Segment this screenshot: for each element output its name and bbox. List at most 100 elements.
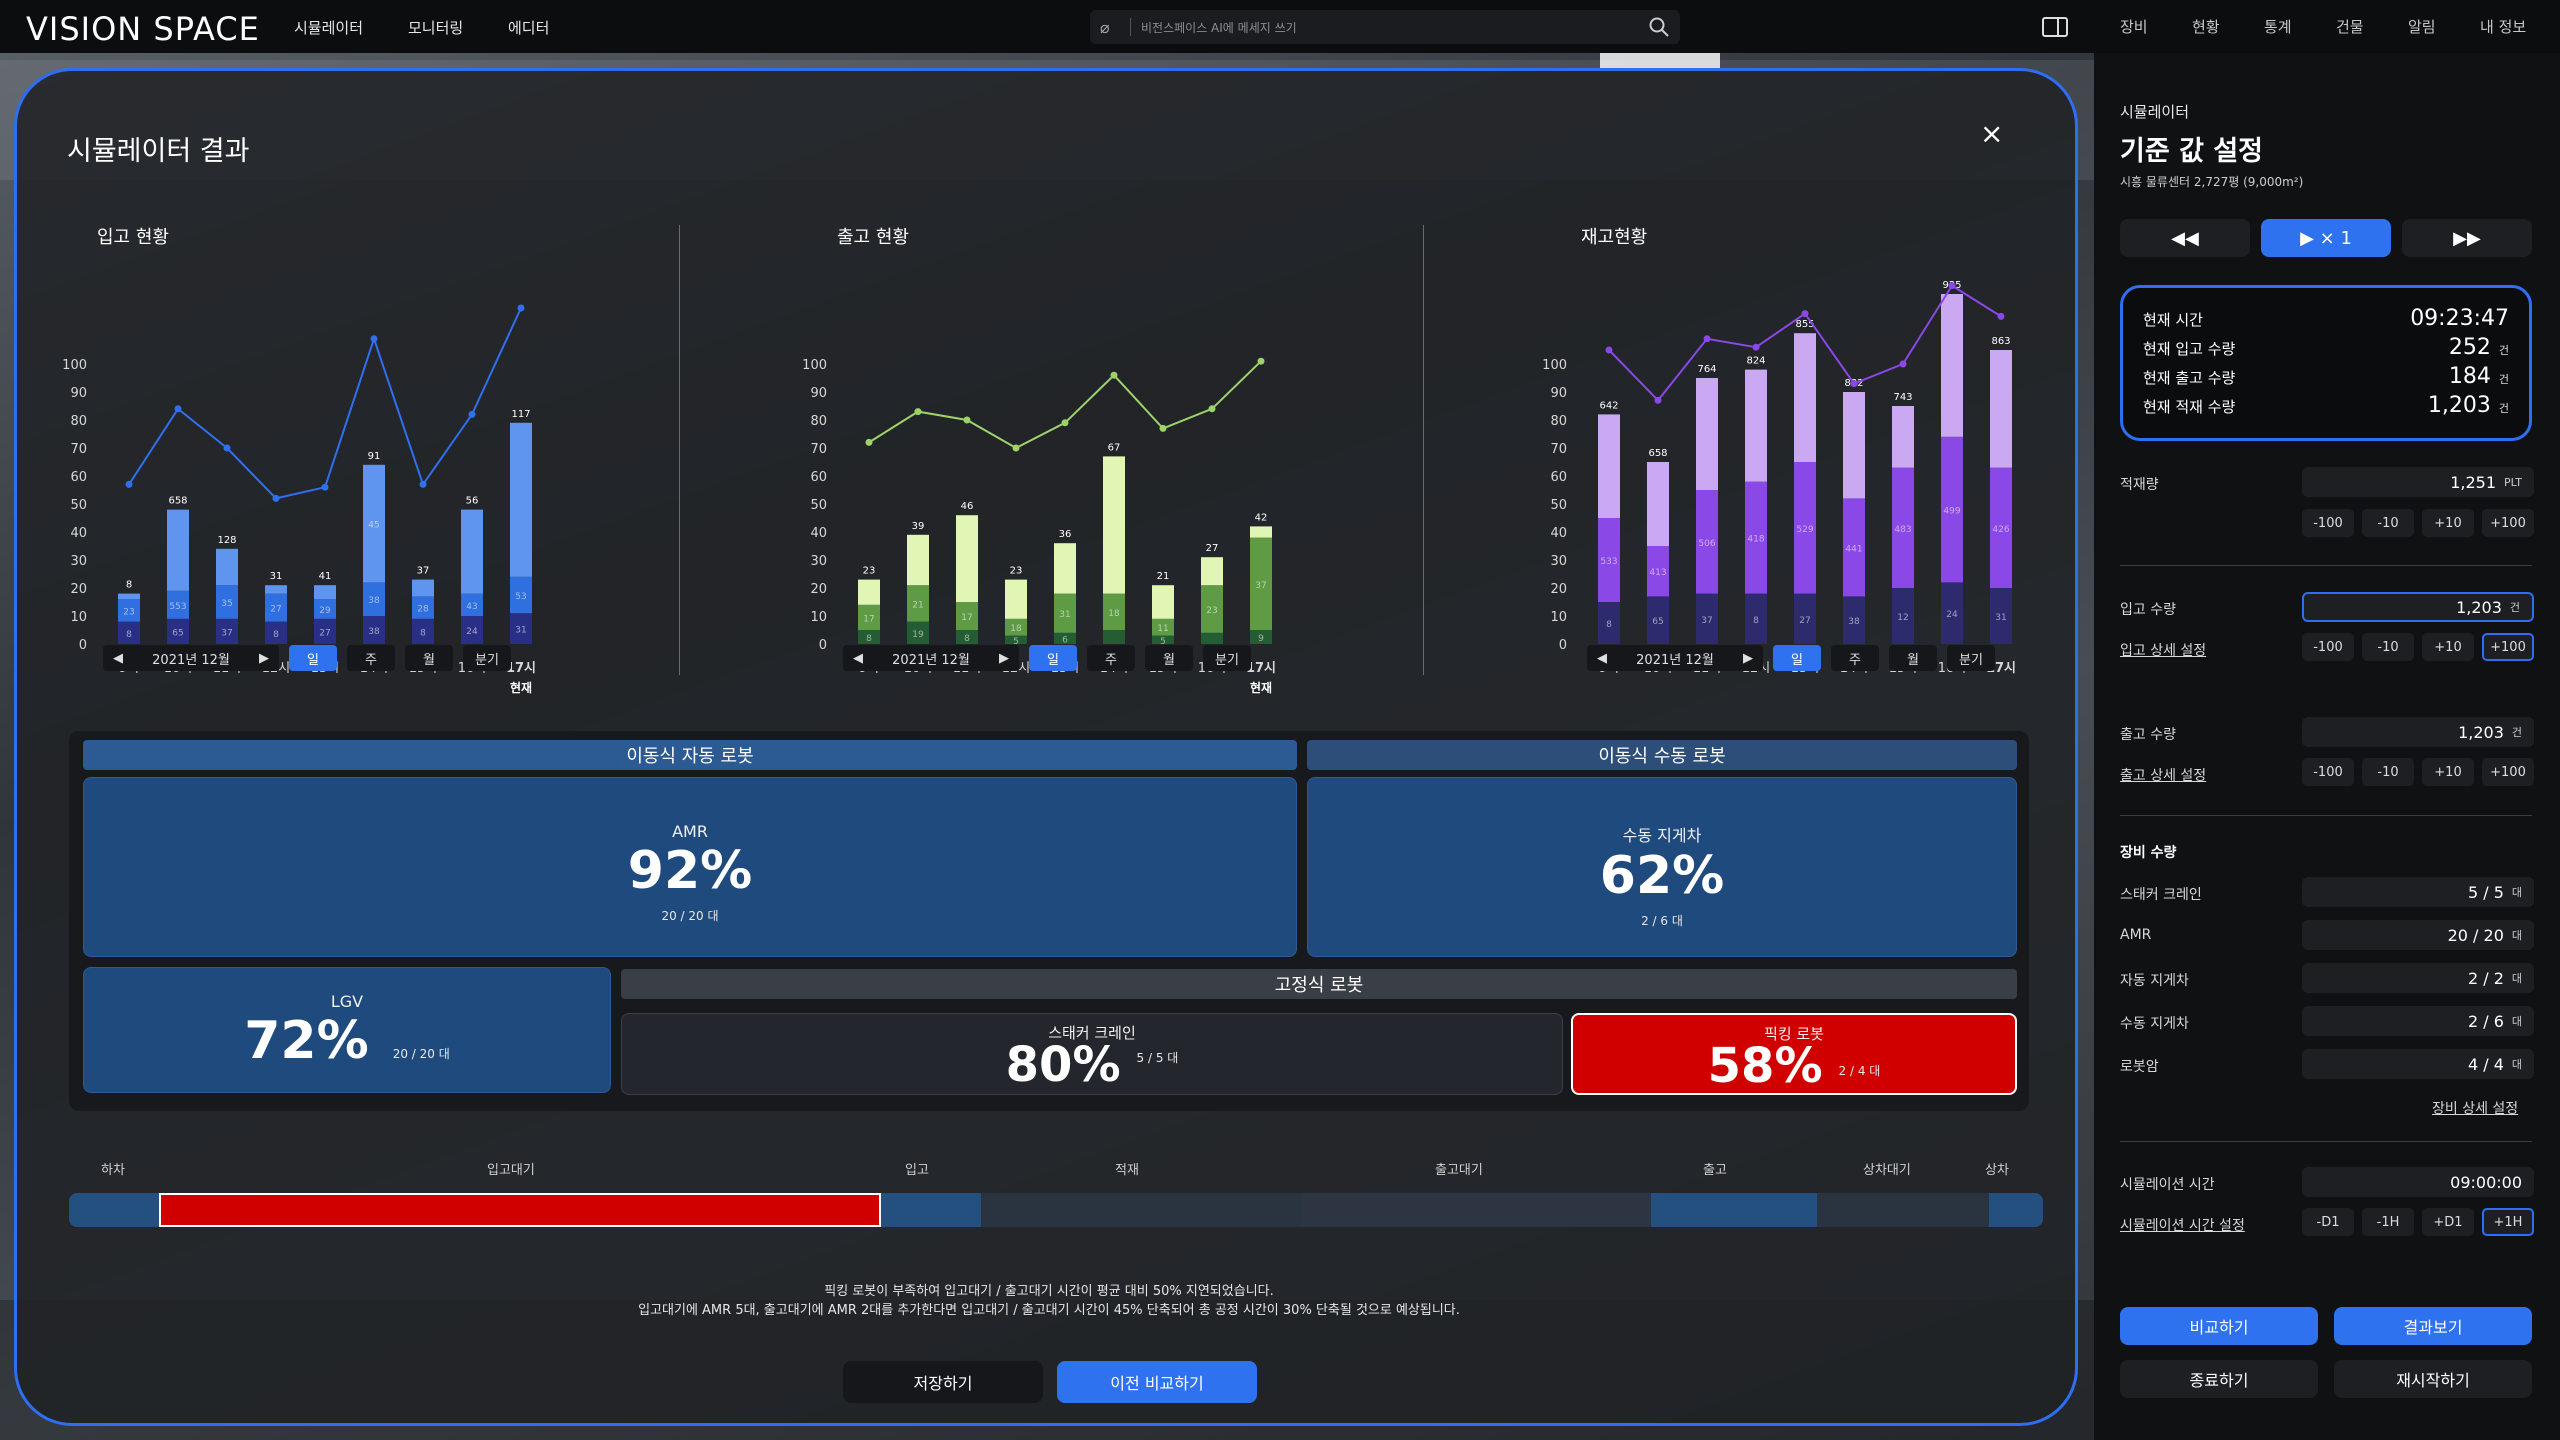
view-result-button[interactable]: 결과보기: [2334, 1307, 2532, 1345]
date-selector[interactable]: ◀ 2021년 12월 ▶: [103, 645, 279, 671]
nav-editor[interactable]: 에디터: [508, 19, 550, 37]
prev-arrow-icon[interactable]: ◀: [853, 650, 863, 666]
period-quarter-button[interactable]: 분기: [463, 645, 511, 671]
period-week-button[interactable]: 주: [1831, 645, 1879, 671]
inbound-chart-title: 입고 현황: [97, 227, 169, 248]
bar-segment: [1647, 546, 1669, 597]
period-week-button[interactable]: 주: [347, 645, 395, 671]
period-quarter-button[interactable]: 분기: [1203, 645, 1251, 671]
nav-simulator[interactable]: 시뮬레이터: [294, 19, 364, 37]
play-speed-button[interactable]: ▶ × 1: [2261, 219, 2391, 257]
date-selector[interactable]: ◀ 2021년 12월 ▶: [1587, 645, 1763, 671]
nav-my-info[interactable]: 내 정보: [2480, 18, 2527, 36]
next-arrow-icon[interactable]: ▶: [259, 650, 269, 666]
nav-status[interactable]: 현황: [2192, 18, 2220, 36]
plus-100-button[interactable]: +100: [2482, 633, 2534, 661]
bar-segment: [363, 582, 385, 616]
prev-arrow-icon[interactable]: ◀: [1597, 650, 1607, 666]
sim-time-detail-link[interactable]: 시뮬레이션 시간 설정: [2120, 1218, 2245, 1234]
bar-segment: [1201, 557, 1223, 586]
compare-previous-button[interactable]: 이전 비교하기: [1057, 1361, 1257, 1403]
equip-auto-forklift-field[interactable]: 2 / 2 대: [2302, 963, 2534, 993]
compare-button[interactable]: 비교하기: [2120, 1307, 2318, 1345]
minus-10-button[interactable]: -10: [2362, 758, 2414, 786]
mobile-auto-robot-header: 이동식 자동 로봇: [83, 740, 1297, 770]
plus-day-button[interactable]: +D1: [2422, 1208, 2474, 1236]
trend-point: [1110, 371, 1118, 379]
bar-segment: [1843, 596, 1865, 644]
minus-day-button[interactable]: -D1: [2302, 1208, 2354, 1236]
close-icon[interactable]: ×: [1980, 117, 2004, 150]
outbound-qty-field[interactable]: 1,203 건: [2302, 717, 2534, 747]
period-quarter-button[interactable]: 분기: [1947, 645, 1995, 671]
outbound-detail-link[interactable]: 출고 상세 설정: [2120, 768, 2207, 784]
period-day-button[interactable]: 일: [1029, 645, 1077, 671]
app-logo[interactable]: VISION SPACE: [26, 10, 260, 48]
inbound-qty-field[interactable]: 1,203 건: [2302, 592, 2534, 622]
nav-equipment[interactable]: 장비: [2120, 18, 2148, 36]
outbound-period-controls: ◀ 2021년 12월 ▶ 일 주 월 분기: [843, 645, 1251, 671]
load-field[interactable]: 1,251 PLT: [2302, 467, 2534, 497]
search-bar[interactable]: ⌀ 비전스페이스 AI에 메세지 쓰기: [1090, 10, 1680, 44]
equip-name: 수동 지게차: [2120, 1016, 2189, 1032]
nav-monitoring[interactable]: 모니터링: [408, 19, 464, 37]
attach-icon[interactable]: ⌀: [1100, 17, 1110, 37]
equip-stacker-field[interactable]: 5 / 5 대: [2302, 877, 2534, 907]
bar-segment: [1794, 593, 1816, 644]
period-month-button[interactable]: 월: [1889, 645, 1937, 671]
date-selector[interactable]: ◀ 2021년 12월 ▶: [843, 645, 1019, 671]
period-day-button[interactable]: 일: [289, 645, 337, 671]
amr-card[interactable]: AMR 92% 20 / 20 대: [83, 777, 1297, 957]
next-arrow-icon[interactable]: ▶: [999, 650, 1009, 666]
inbound-detail-link[interactable]: 입고 상세 설정: [2120, 643, 2207, 659]
panel-toggle-icon[interactable]: [2042, 17, 2068, 37]
plus-10-button[interactable]: +10: [2422, 633, 2474, 661]
equipment-detail-link[interactable]: 장비 상세 설정: [2432, 1101, 2519, 1117]
plus-100-button[interactable]: +100: [2482, 509, 2534, 537]
lgv-card[interactable]: LGV 72% 20 / 20 대: [83, 967, 611, 1093]
minus-10-button[interactable]: -10: [2362, 509, 2414, 537]
search-input[interactable]: 비전스페이스 AI에 메세지 쓰기: [1141, 20, 1297, 35]
manual-forklift-card[interactable]: 수동 지게차 62% 2 / 6 대: [1307, 777, 2017, 957]
search-icon[interactable]: [1648, 16, 1670, 38]
modal-title: 시뮬레이터 결과: [67, 136, 250, 167]
save-button[interactable]: 저장하기: [843, 1361, 1043, 1403]
nav-stats[interactable]: 통계: [2264, 18, 2292, 36]
restart-button[interactable]: 재시작하기: [2334, 1360, 2532, 1398]
minus-100-button[interactable]: -100: [2302, 758, 2354, 786]
rewind-button[interactable]: ◀◀: [2120, 219, 2250, 257]
minus-hour-button[interactable]: -1H: [2362, 1208, 2414, 1236]
fast-forward-button[interactable]: ▶▶: [2402, 219, 2532, 257]
y-tick-label: 30: [1550, 554, 1567, 569]
trend-point: [1850, 380, 1858, 388]
bar-segment-label: 8: [1753, 616, 1759, 626]
equip-amr-field[interactable]: 20 / 20 대: [2302, 920, 2534, 950]
plus-hour-button[interactable]: +1H: [2482, 1208, 2534, 1236]
prev-arrow-icon[interactable]: ◀: [113, 650, 123, 666]
period-month-button[interactable]: 월: [405, 645, 453, 671]
end-button[interactable]: 종료하기: [2120, 1360, 2318, 1398]
equip-robot-arm-field[interactable]: 4 / 4 대: [2302, 1049, 2534, 1079]
plus-10-button[interactable]: +10: [2422, 758, 2474, 786]
minus-100-button[interactable]: -100: [2302, 633, 2354, 661]
next-arrow-icon[interactable]: ▶: [1743, 650, 1753, 666]
nav-building[interactable]: 건물: [2336, 18, 2364, 36]
period-week-button[interactable]: 주: [1087, 645, 1135, 671]
stacker-crane-card[interactable]: 스태커 크레인 80% 5 / 5 대: [621, 1013, 1563, 1095]
y-tick-label: 100: [62, 358, 87, 373]
plus-100-button[interactable]: +100: [2482, 758, 2534, 786]
minus-10-button[interactable]: -10: [2362, 633, 2414, 661]
equip-manual-forklift-field[interactable]: 2 / 6 대: [2302, 1006, 2534, 1036]
trend-line: [128, 307, 522, 500]
period-day-button[interactable]: 일: [1773, 645, 1821, 671]
sim-time-field[interactable]: 09:00:00: [2302, 1167, 2534, 1197]
y-tick-label: 90: [810, 386, 827, 401]
picking-robot-card[interactable]: 픽킹 로봇 58% 2 / 4 대: [1571, 1013, 2017, 1095]
picking-robot-label: 픽킹 로봇: [1764, 1025, 1824, 1043]
current-label: 현재: [1250, 680, 1272, 695]
plus-10-button[interactable]: +10: [2422, 509, 2474, 537]
minus-100-button[interactable]: -100: [2302, 509, 2354, 537]
nav-alerts[interactable]: 알림: [2408, 18, 2436, 36]
period-month-button[interactable]: 월: [1145, 645, 1193, 671]
y-tick-label: 60: [810, 470, 827, 485]
